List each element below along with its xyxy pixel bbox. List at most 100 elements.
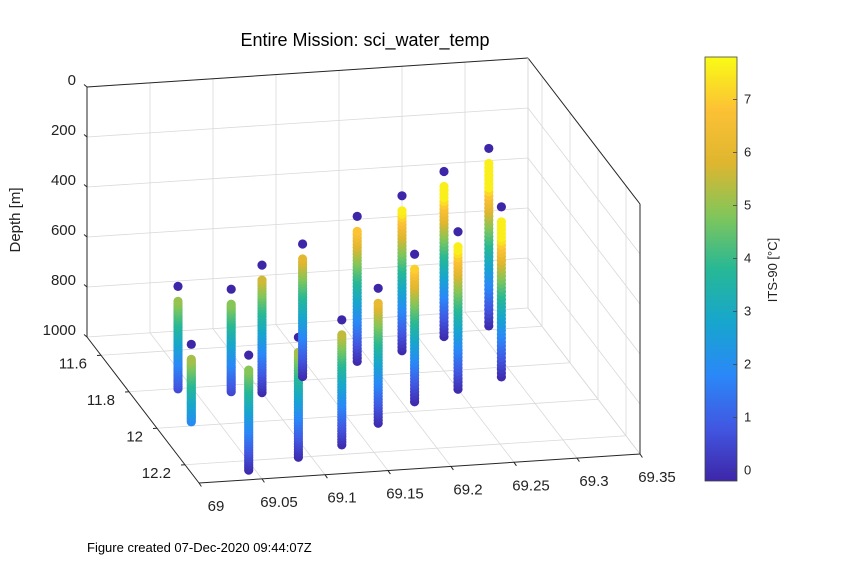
x-axis-line (198, 453, 641, 484)
profile-series (453, 227, 463, 394)
data-point (397, 206, 407, 216)
x-tick-label: 69.35 (638, 469, 676, 486)
z-axis-label: Depth [m] (7, 187, 24, 252)
z-tick-mark (83, 234, 88, 238)
profile-series (298, 239, 308, 382)
data-point (257, 260, 267, 270)
z-tick-label: 600 (51, 222, 76, 239)
data-point (186, 339, 196, 349)
y-tick-label: 11.8 (87, 392, 115, 409)
profile-series (173, 281, 183, 394)
x-tick-mark (387, 470, 391, 475)
z-tick-mark (83, 84, 88, 88)
grid-line (184, 435, 627, 466)
data-point (298, 239, 308, 249)
z-tick-label: 1000 (43, 322, 76, 339)
data-point (226, 299, 236, 309)
grid-line (275, 324, 389, 471)
grid-line (464, 311, 578, 459)
grid-line (527, 257, 641, 405)
data-point (244, 350, 254, 360)
data-point (496, 202, 506, 212)
colorbar (704, 56, 738, 482)
colorbar-label: ITS-90 [°C] (765, 238, 780, 302)
data-point (244, 365, 254, 375)
z-tick-mark (83, 334, 88, 338)
profile-series (373, 283, 383, 428)
y-tick-label: 12 (126, 428, 143, 445)
data-point (186, 354, 196, 364)
data-point (257, 275, 267, 285)
grid-line (527, 107, 641, 255)
grid-line (149, 332, 263, 480)
profile-series (186, 339, 196, 427)
data-point (373, 283, 383, 293)
box-edge (527, 57, 641, 205)
profile-series (226, 284, 236, 397)
data-point (373, 298, 383, 308)
data-point (337, 330, 347, 340)
grid-line (128, 362, 571, 393)
profile-series (293, 332, 303, 462)
data-point (352, 211, 362, 222)
x-tick-mark (324, 474, 328, 479)
chart-title: Entire Mission: sci_water_temp (240, 30, 489, 51)
profile-series (257, 260, 267, 398)
z-tick-label: 200 (51, 122, 76, 139)
z-tick-mark (83, 284, 88, 288)
grid-line (86, 207, 529, 238)
x-tick-label: 69 (208, 498, 225, 515)
grid-line (86, 157, 529, 188)
data-point (173, 281, 183, 291)
data-point (439, 181, 449, 192)
grid-line (527, 207, 641, 355)
data-point (298, 254, 308, 264)
x-tick-label: 69.3 (579, 473, 608, 490)
colorbar-tick-label: 6 (744, 144, 751, 159)
grid-line (100, 325, 543, 356)
z-tick-mark (83, 184, 88, 188)
data-point (337, 315, 347, 325)
grid-line (527, 307, 641, 455)
x-tick-mark (639, 453, 643, 458)
colorbar-tick-label: 5 (744, 197, 751, 212)
data-point (352, 226, 362, 237)
y-tick-label: 11.6 (59, 355, 87, 372)
profile-series (410, 249, 420, 407)
data-point (453, 227, 463, 237)
z-tick-mark (83, 134, 88, 138)
box-edge (86, 57, 529, 88)
colorbar-tick-label: 4 (744, 250, 751, 265)
colorbar-tick-label: 3 (744, 303, 751, 318)
z-tick-label: 800 (51, 272, 76, 289)
tick-labels: 69 69.05 69.1 69.15 69.2 69.25 69.3 69.35 11.6 11… (43, 72, 676, 515)
x-tick-label: 69.25 (512, 477, 550, 494)
data-point (484, 143, 494, 154)
z-tick-label: 400 (51, 172, 76, 189)
profile-series (244, 350, 254, 475)
data-point (226, 284, 236, 294)
x-tick-label: 69.2 (453, 481, 482, 498)
profile-series (439, 166, 449, 342)
data-point (439, 166, 449, 177)
data-point (496, 217, 506, 227)
data-point (453, 242, 463, 252)
data-point (410, 264, 420, 274)
profile-series (496, 202, 506, 382)
grid-line (527, 157, 641, 305)
x-tick-label: 69.05 (260, 494, 298, 511)
profile-series (484, 143, 494, 331)
data-point (484, 158, 494, 169)
x-tick-mark (450, 466, 454, 471)
x-tick-mark (576, 457, 580, 462)
colorbar-ticks: 0 1 2 3 4 5 6 7 (733, 91, 751, 477)
colorbar-tick-label: 7 (744, 91, 751, 106)
x-tick-label: 69.15 (386, 486, 424, 503)
y-tick-label: 12.2 (142, 465, 171, 482)
data-point (410, 249, 420, 259)
profile-series (337, 315, 347, 450)
colorbar-tick-label: 1 (744, 409, 751, 424)
plot-area (173, 143, 506, 475)
x-tick-mark (198, 482, 202, 487)
